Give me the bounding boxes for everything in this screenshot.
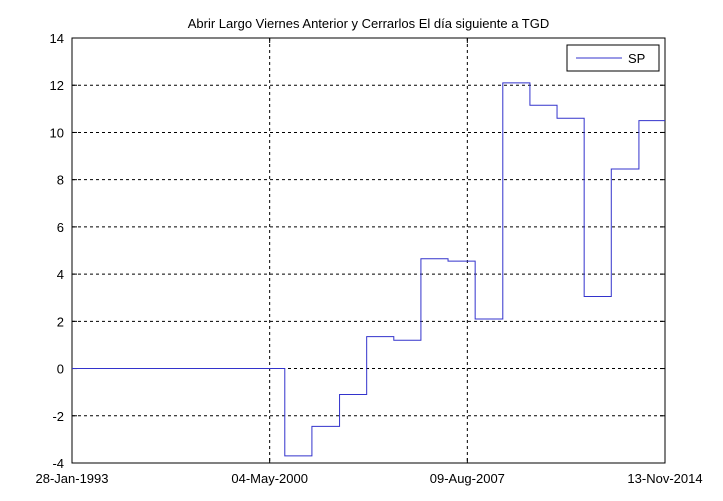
y-tick-label: 12 [50, 78, 64, 93]
y-tick-label: -2 [52, 409, 64, 424]
grid-lines [72, 38, 665, 463]
legend-label-sp: SP [628, 51, 645, 66]
y-tick-label: -4 [52, 456, 64, 471]
y-tick-label: 6 [57, 220, 64, 235]
series-line-sp [72, 82, 665, 457]
legend: SP [566, 44, 660, 72]
y-tick-label: 0 [57, 362, 64, 377]
x-axis: 28-Jan-1993 04-May-2000 09-Aug-2007 13-Nov-… [36, 38, 703, 486]
y-tick-label: 8 [57, 173, 64, 188]
x-tick-label: 09-Aug-2007 [430, 471, 505, 486]
plot-frame [71, 37, 666, 464]
x-tick-label: 04-May-2000 [231, 471, 308, 486]
x-tick-label: 28-Jan-1993 [36, 471, 109, 486]
y-axis: -4 -2 0 2 4 6 8 10 12 14 [50, 31, 665, 471]
x-tick-label: 13-Nov-2014 [627, 471, 702, 486]
y-tick-label: 2 [57, 314, 64, 329]
y-tick-label: 4 [57, 267, 64, 282]
chart-title: Abrir Largo Viernes Anterior y Cerrarlos… [188, 16, 550, 31]
y-tick-label: 10 [50, 125, 64, 140]
y-tick-label: 14 [50, 31, 64, 46]
